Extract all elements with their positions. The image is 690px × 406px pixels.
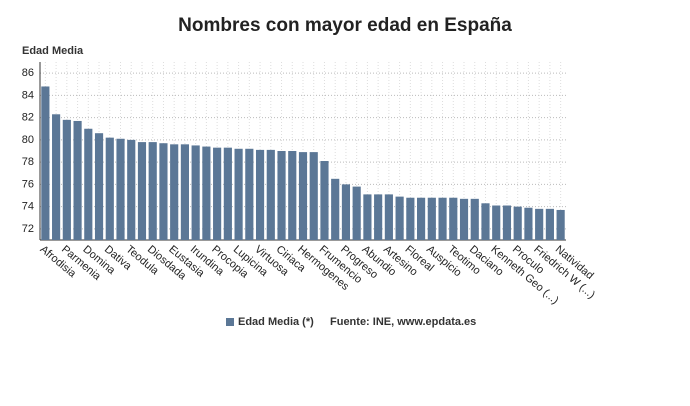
bar: [73, 120, 82, 240]
legend-label: Edad Media (*): [238, 316, 314, 328]
bar: [481, 203, 490, 240]
chart-title: Nombres con mayor edad en España: [178, 15, 512, 36]
bar: [341, 184, 351, 240]
bar: [105, 137, 114, 240]
bar: [137, 142, 147, 240]
bar: [170, 144, 179, 240]
bar: [52, 114, 61, 240]
bar: [395, 196, 404, 240]
source-note: Fuente: INE, www.epdata.es: [330, 316, 476, 328]
y-tick-label: 82: [22, 112, 34, 124]
bar: [492, 205, 501, 240]
bar: [524, 207, 533, 240]
bar: [406, 197, 415, 240]
bar: [470, 198, 479, 240]
bar: [62, 119, 71, 240]
bar: [513, 206, 522, 240]
y-axis-label: Edad Media: [22, 45, 84, 57]
bar: [234, 148, 243, 240]
bar: [545, 208, 554, 240]
bar: [320, 161, 329, 240]
bar: [374, 194, 383, 240]
bar: [535, 208, 544, 240]
bar: [556, 209, 565, 240]
bar: [331, 178, 340, 240]
bar: [191, 145, 200, 240]
bar: [94, 133, 104, 240]
bar: [427, 197, 436, 240]
bar: [298, 152, 308, 240]
y-tick-label: 72: [22, 223, 34, 235]
bar: [449, 197, 458, 240]
bar: [288, 151, 297, 240]
bar: [148, 142, 157, 240]
y-tick-label: 74: [22, 201, 34, 213]
bar: [180, 144, 189, 240]
bar: [127, 139, 136, 240]
y-tick-label: 80: [22, 134, 34, 146]
bar: [116, 138, 125, 240]
y-tick-label: 86: [22, 67, 34, 79]
bar: [245, 148, 254, 240]
bar: [363, 194, 372, 240]
bar: [352, 186, 361, 240]
y-tick-label: 76: [22, 178, 34, 190]
bar: [277, 151, 286, 240]
y-tick-label: 84: [22, 89, 34, 101]
bar: [309, 152, 318, 240]
bar: [41, 86, 50, 240]
bar: [213, 147, 222, 240]
bar: [202, 146, 211, 240]
bar: [84, 128, 93, 240]
bar: [502, 205, 512, 240]
bar: [159, 143, 168, 240]
bar: [417, 197, 426, 240]
legend-swatch: [226, 318, 234, 326]
bar: [223, 147, 232, 240]
bar: [459, 198, 469, 240]
y-tick-label: 78: [22, 156, 34, 168]
bar: [438, 197, 447, 240]
bar: [255, 149, 265, 240]
bar: [384, 194, 393, 240]
bar: [266, 149, 275, 240]
